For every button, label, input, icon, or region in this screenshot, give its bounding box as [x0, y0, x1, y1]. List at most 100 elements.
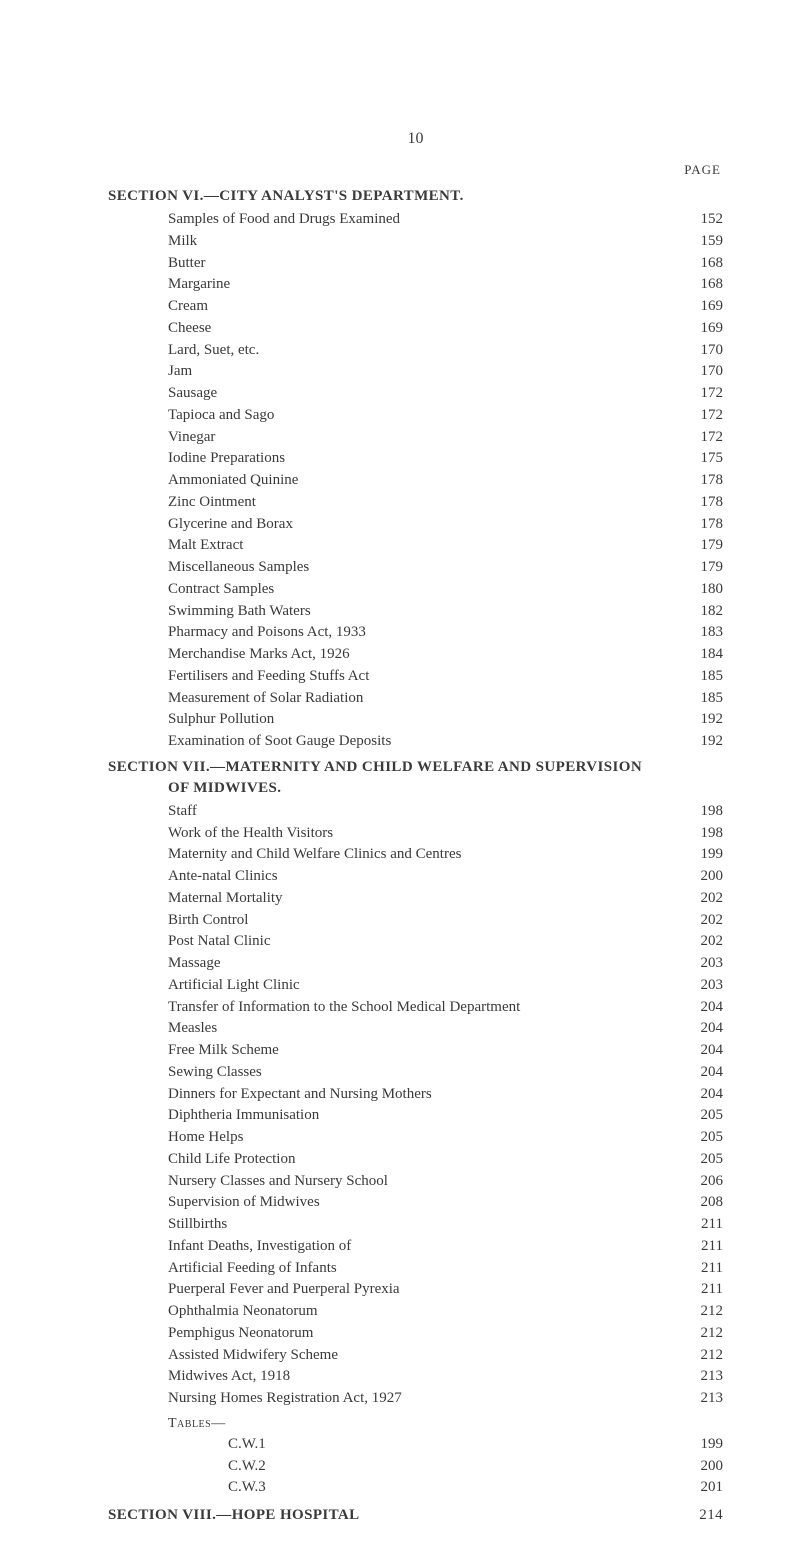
- toc-row: Milk159: [168, 231, 723, 253]
- section-6-toc: Samples of Food and Drugs Examined152Mil…: [168, 209, 723, 753]
- toc-row: Contract Samples180: [168, 579, 723, 601]
- section-8-row: SECTION VIII.—HOPE HOSPITAL 214: [108, 1507, 723, 1524]
- toc-label: Post Natal Clinic: [168, 931, 271, 953]
- toc-label: Pharmacy and Poisons Act, 1933: [168, 622, 366, 644]
- toc-row: Home Helps205: [168, 1127, 723, 1149]
- toc-page-number: 159: [689, 231, 723, 253]
- toc-row: Measles204: [168, 1018, 723, 1040]
- toc-row: Miscellaneous Samples179: [168, 557, 723, 579]
- toc-page-number: 182: [689, 601, 723, 623]
- toc-label: Lard, Suet, etc.: [168, 340, 259, 362]
- toc-row: Jam170: [168, 361, 723, 383]
- toc-label: Transfer of Information to the School Me…: [168, 997, 520, 1019]
- page-number-top: 10: [108, 130, 723, 148]
- toc-page-number: 192: [689, 709, 723, 731]
- toc-page-number: 204: [689, 1040, 723, 1062]
- toc-page-number: 185: [689, 666, 723, 688]
- toc-page-number: 208: [689, 1192, 723, 1214]
- toc-row: Work of the Health Visitors 198: [168, 823, 723, 845]
- toc-label: Merchandise Marks Act, 1926: [168, 644, 350, 666]
- toc-page-number: 198: [689, 801, 723, 823]
- toc-row: Examination of Soot Gauge Deposits192: [168, 731, 723, 753]
- toc-label: Jam: [168, 361, 192, 383]
- page-column-header: PAGE: [108, 162, 723, 178]
- toc-page-number: 213: [689, 1366, 723, 1388]
- toc-label: Tapioca and Sago: [168, 405, 274, 427]
- toc-page-number: 198: [689, 823, 723, 845]
- toc-page-number: 202: [689, 910, 723, 932]
- toc-label: Assisted Midwifery Scheme: [168, 1345, 338, 1367]
- toc-row: Fertilisers and Feeding Stuffs Act185: [168, 666, 723, 688]
- toc-label: Margarine: [168, 274, 230, 296]
- toc-label: Sulphur Pollution: [168, 709, 274, 731]
- toc-row: Nursery Classes and Nursery School206: [168, 1171, 723, 1193]
- toc-page-number: 169: [689, 318, 723, 340]
- document-page: 10 PAGE SECTION VI.—CITY ANALYST'S DEPAR…: [0, 0, 801, 1564]
- toc-page-number: 169: [689, 296, 723, 318]
- toc-row: Malt Extract179: [168, 535, 723, 557]
- toc-label: Swimming Bath Waters: [168, 601, 311, 623]
- toc-page-number: 168: [689, 253, 723, 275]
- toc-page-number: 183: [689, 622, 723, 644]
- toc-page-number: 178: [689, 492, 723, 514]
- toc-label: Stillbirths: [168, 1214, 227, 1236]
- toc-row: Maternal Mortality202: [168, 888, 723, 910]
- toc-row: Child Life Protection 205: [168, 1149, 723, 1171]
- toc-label: Infant Deaths, Investigation of: [168, 1236, 351, 1258]
- toc-row: Lard, Suet, etc.170: [168, 340, 723, 362]
- toc-row: Sewing Classes204: [168, 1062, 723, 1084]
- toc-row: Massage203: [168, 953, 723, 975]
- toc-row: Post Natal Clinic 202: [168, 931, 723, 953]
- toc-label: Work of the Health Visitors: [168, 823, 333, 845]
- toc-label: Child Life Protection: [168, 1149, 295, 1171]
- toc-row: Margarine168: [168, 274, 723, 296]
- section-7-title: SECTION VII.—MATERNITY AND CHILD WELFARE…: [108, 759, 723, 776]
- toc-label: Puerperal Fever and Puerperal Pyrexia: [168, 1279, 400, 1301]
- toc-row: Birth Control 202: [168, 910, 723, 932]
- toc-row: Free Milk Scheme204: [168, 1040, 723, 1062]
- toc-row: Vinegar 172: [168, 427, 723, 449]
- toc-page-number: 192: [689, 731, 723, 753]
- toc-page-number: 172: [689, 383, 723, 405]
- toc-page-number: 180: [689, 579, 723, 601]
- toc-row: C.W.3201: [228, 1477, 723, 1499]
- toc-page-number: 204: [689, 997, 723, 1019]
- toc-page-number: 211: [689, 1214, 723, 1236]
- toc-page-number: 172: [689, 427, 723, 449]
- toc-label: Vinegar: [168, 427, 215, 449]
- toc-page-number: 205: [689, 1127, 723, 1149]
- toc-row: Iodine Preparations175: [168, 448, 723, 470]
- toc-page-number: 200: [689, 866, 723, 888]
- toc-page-number: 200: [689, 1456, 723, 1478]
- toc-row: Ante-natal Clinics 200: [168, 866, 723, 888]
- toc-label: Birth Control: [168, 910, 248, 932]
- toc-page-number: 178: [689, 470, 723, 492]
- toc-page-number: 205: [689, 1149, 723, 1171]
- toc-label: Maternal Mortality: [168, 888, 283, 910]
- toc-page-number: 211: [689, 1236, 723, 1258]
- toc-label: Ante-natal Clinics: [168, 866, 278, 888]
- toc-label: C.W.1: [228, 1434, 266, 1456]
- toc-row: Glycerine and Borax178: [168, 514, 723, 536]
- toc-row: Puerperal Fever and Puerperal Pyrexia211: [168, 1279, 723, 1301]
- toc-row: C.W.2 200: [228, 1456, 723, 1478]
- toc-row: Diphtheria Immunisation205: [168, 1105, 723, 1127]
- toc-row: Pharmacy and Poisons Act, 1933 183: [168, 622, 723, 644]
- toc-label: C.W.2: [228, 1456, 266, 1478]
- toc-row: Zinc Ointment178: [168, 492, 723, 514]
- section-7-toc: Staff198Work of the Health Visitors198Ma…: [168, 801, 723, 1410]
- toc-page-number: 179: [689, 557, 723, 579]
- toc-row: Swimming Bath Waters 182: [168, 601, 723, 623]
- toc-label: Samples of Food and Drugs Examined: [168, 209, 400, 231]
- toc-page-number: 184: [689, 644, 723, 666]
- toc-label: Ophthalmia Neonatorum: [168, 1301, 318, 1323]
- toc-label: Sausage: [168, 383, 217, 405]
- toc-row: Artificial Feeding of Infants211: [168, 1258, 723, 1280]
- toc-row: Merchandise Marks Act, 1926 184: [168, 644, 723, 666]
- toc-page-number: 211: [689, 1258, 723, 1280]
- toc-row: Measurement of Solar Radiation185: [168, 688, 723, 710]
- toc-page-number: 202: [689, 931, 723, 953]
- toc-page-number: 172: [689, 405, 723, 427]
- section-7-subtitle: OF MIDWIVES.: [168, 780, 723, 797]
- toc-page-number: 204: [689, 1018, 723, 1040]
